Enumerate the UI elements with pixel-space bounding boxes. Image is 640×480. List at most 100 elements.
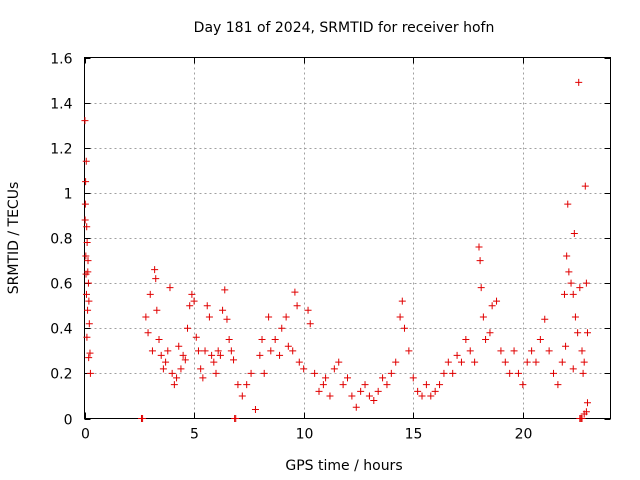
data-point	[398, 297, 406, 305]
data-point	[208, 351, 216, 359]
data-point	[583, 399, 591, 407]
y-tick-label: 0.4	[50, 322, 72, 338]
data-point	[449, 369, 457, 377]
data-point	[319, 381, 327, 389]
data-point	[580, 358, 588, 366]
data-point	[81, 216, 89, 224]
data-point	[387, 369, 395, 377]
data-point	[203, 302, 211, 310]
data-point	[151, 266, 159, 274]
data-point	[564, 200, 572, 208]
data-point	[582, 408, 590, 416]
data-point	[471, 358, 479, 366]
data-point	[400, 324, 408, 332]
data-point	[550, 369, 558, 377]
data-point	[541, 315, 549, 323]
data-point	[379, 374, 387, 382]
data-point	[370, 396, 378, 404]
data-point	[234, 381, 242, 389]
data-point	[348, 392, 356, 400]
data-point	[194, 347, 202, 355]
data-point	[567, 279, 575, 287]
data-point	[457, 358, 465, 366]
data-point	[365, 392, 373, 400]
data-point	[86, 349, 94, 357]
data-point	[265, 313, 273, 321]
data-point	[271, 336, 279, 344]
data-point	[436, 381, 444, 389]
data-point	[85, 320, 93, 328]
data-point	[579, 369, 587, 377]
data-point	[84, 257, 92, 265]
y-tick-label: 0.2	[50, 367, 72, 383]
data-point	[578, 415, 586, 422]
data-point	[392, 358, 400, 366]
data-point	[482, 336, 490, 344]
data-point	[418, 392, 426, 400]
data-point	[216, 351, 224, 359]
data-point	[83, 333, 91, 341]
data-point	[82, 290, 90, 298]
data-point	[179, 351, 187, 359]
y-tick-labels: 0 0.2 0.4 0.6 0.8 1 1.2 1.4 1.6	[50, 52, 72, 429]
data-point	[221, 286, 229, 294]
data-point	[153, 306, 161, 314]
data-point	[510, 347, 518, 355]
data-point	[488, 302, 496, 310]
data-point	[260, 369, 268, 377]
data-point	[563, 252, 571, 260]
data-point	[344, 374, 351, 382]
data-point	[238, 392, 246, 400]
data-point	[201, 347, 209, 355]
x-tick-label: 10	[296, 427, 314, 443]
data-point	[569, 365, 577, 373]
data-point	[427, 392, 435, 400]
data-point	[82, 157, 90, 165]
chart-title: Day 181 of 2024, SRMTID for receiver hof…	[194, 20, 495, 36]
data-point	[293, 302, 301, 310]
data-marks	[81, 78, 591, 422]
x-axis-label: GPS time / hours	[285, 458, 402, 474]
data-point	[258, 336, 266, 344]
data-point	[276, 351, 284, 359]
data-point	[574, 329, 582, 337]
data-point	[82, 270, 90, 278]
data-point	[575, 78, 583, 86]
x-tick-label: 15	[405, 427, 423, 443]
data-point	[479, 313, 487, 321]
data-point	[148, 347, 156, 355]
data-point	[383, 381, 391, 389]
data-point	[85, 297, 93, 305]
data-point	[453, 351, 461, 359]
data-point	[466, 347, 474, 355]
y-tick-label: 0.6	[50, 277, 72, 293]
data-point	[223, 315, 231, 323]
data-point	[232, 415, 240, 422]
data-point	[431, 387, 439, 395]
data-point	[414, 387, 422, 395]
data-point	[170, 381, 178, 389]
data-point	[396, 313, 404, 321]
data-point	[197, 365, 205, 373]
data-point	[267, 347, 275, 355]
x-tick-label: 0	[81, 427, 90, 443]
data-point	[225, 336, 233, 344]
data-point	[81, 117, 89, 125]
data-point	[146, 290, 154, 298]
data-point	[440, 369, 448, 377]
data-point	[284, 342, 292, 350]
data-point	[523, 358, 531, 366]
x-tick-label: 5	[190, 427, 199, 443]
data-point	[142, 313, 150, 321]
data-point	[278, 324, 286, 332]
data-point	[352, 403, 360, 411]
data-point	[374, 387, 382, 395]
data-point	[175, 342, 183, 350]
data-point	[251, 405, 259, 413]
data-point	[291, 288, 299, 296]
data-point	[184, 324, 192, 332]
data-point	[532, 358, 540, 366]
data-point	[152, 275, 160, 283]
data-point	[83, 239, 91, 247]
data-point	[357, 387, 365, 395]
